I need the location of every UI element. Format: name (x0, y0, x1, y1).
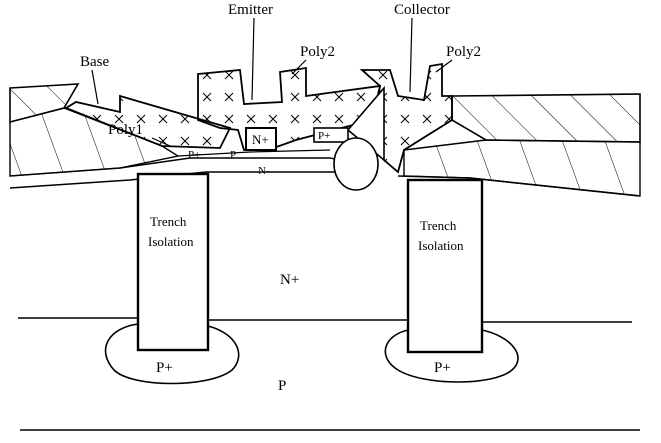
channel-stop-left (104, 323, 240, 385)
label-trench-left-2: Isolation (148, 234, 194, 249)
emitter-n-plus-region (245, 127, 277, 151)
label-poly2-right: Poly2 (446, 44, 481, 60)
p-plus-box-right (313, 127, 349, 143)
label-emitter-n-plus: N+ (252, 132, 269, 147)
label-collector: Collector (394, 2, 450, 18)
collector-plug-ellipse (333, 137, 379, 191)
channel-stop-right (384, 329, 519, 383)
label-base: Base (80, 54, 110, 70)
trench-isolation-right (406, 178, 484, 354)
label-trench-left-1: Trench (150, 214, 187, 229)
label-poly1: Poly1 (108, 122, 143, 138)
label-emitter: Emitter (228, 2, 273, 18)
label-trench-right-1: Trench (420, 218, 457, 233)
label-p-plus-right-bottom: P+ (434, 360, 451, 376)
label-p-base: P (230, 149, 236, 161)
label-p-plus-left: P+ (188, 149, 200, 161)
field-oxide-right (451, 93, 641, 143)
label-trench-right-2: Isolation (418, 238, 464, 253)
label-poly2-left: Poly2 (300, 44, 335, 60)
label-p-plus-right: P+ (318, 130, 330, 142)
label-p-plus-left-bottom: P+ (156, 360, 173, 376)
label-n-minus: N- (258, 165, 270, 177)
poly1-layer (63, 94, 232, 149)
trench-isolation-left (136, 172, 210, 352)
label-n-plus-buried: N+ (280, 272, 299, 288)
label-p-substrate: P (278, 378, 286, 394)
